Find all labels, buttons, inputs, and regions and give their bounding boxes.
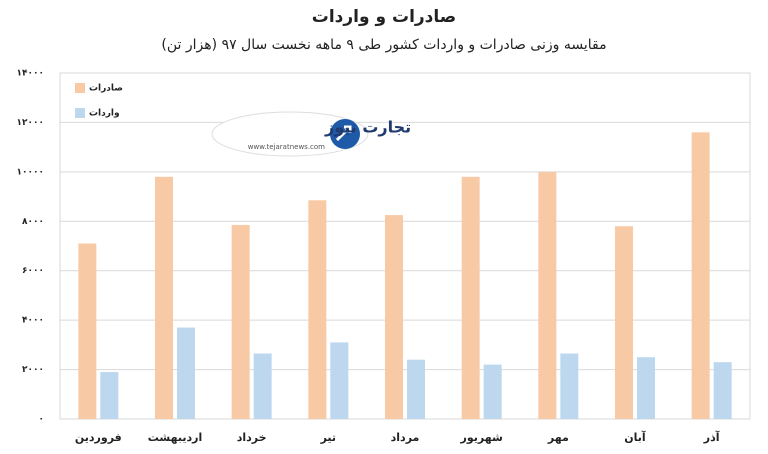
y-tick-label: ۱۲۰۰۰ xyxy=(17,118,44,128)
y-tick-label: ۲۰۰۰ xyxy=(22,365,44,375)
x-tick-label: مهر xyxy=(547,431,569,444)
bar xyxy=(461,176,480,419)
y-tick-label: ۸۰۰۰ xyxy=(22,217,44,227)
bar xyxy=(78,243,97,419)
bar xyxy=(615,226,633,419)
bar xyxy=(253,353,272,419)
logo-name: تجارت نیوز xyxy=(324,118,411,137)
x-tick-label: خرداد xyxy=(237,431,267,444)
x-tick-label: شهریور xyxy=(460,431,503,444)
bar xyxy=(407,359,425,419)
logo-arrow xyxy=(335,125,352,142)
x-tick-label: آبان xyxy=(624,430,646,444)
y-tick-label: ۰ xyxy=(39,415,45,425)
y-tick-label: ۱۴۰۰۰ xyxy=(17,69,44,79)
bar xyxy=(385,215,403,419)
bar xyxy=(100,372,119,419)
plot-border xyxy=(59,72,751,420)
bar xyxy=(560,353,579,419)
legend-label: صادرات xyxy=(89,84,123,94)
bar xyxy=(308,200,327,419)
bar xyxy=(691,132,710,420)
y-tick-label: ۱۰۰۰۰ xyxy=(17,167,44,177)
bar xyxy=(637,357,655,419)
bar xyxy=(483,364,502,419)
bar xyxy=(330,342,349,419)
chart-title: صادرات و واردات xyxy=(312,7,456,27)
logo: تجارت نیوز www.tejaratnews.com xyxy=(211,111,411,157)
y-tick-label: ۶۰۰۰ xyxy=(22,266,44,276)
logo-badge xyxy=(211,111,369,157)
bar xyxy=(713,362,732,419)
chart-subtitle: مقایسه وزنی صادرات و واردات کشور طی ۹ ما… xyxy=(161,37,606,53)
x-tick-label: تیر xyxy=(320,431,336,444)
legend-label: واردات xyxy=(89,109,120,119)
legend-swatch xyxy=(75,83,85,93)
x-tick-label: اردیبهشت xyxy=(148,431,202,444)
logo-url: www.tejaratnews.com xyxy=(248,143,325,151)
x-tick-label: مرداد xyxy=(391,431,420,444)
bar xyxy=(155,176,173,419)
y-tick-label: ۴۰۰۰ xyxy=(22,316,44,326)
x-tick-label: فروردین xyxy=(75,431,122,444)
x-tick-label: آذر xyxy=(703,430,720,444)
bar xyxy=(177,327,195,419)
bar xyxy=(231,224,250,419)
legend-swatch xyxy=(75,108,85,118)
bar xyxy=(538,171,557,419)
